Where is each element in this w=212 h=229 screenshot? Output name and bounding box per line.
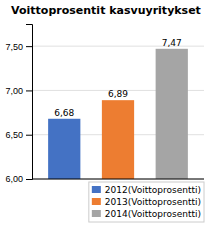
grid — [32, 46, 204, 179]
bar — [102, 100, 134, 179]
plot: 6,00 6,50 7,00 7,50 6,68 6,89 7,47 — [5, 25, 204, 185]
y-tick: 6,00 — [5, 174, 32, 184]
chart: Voittoprosentit kasvuyritykset 6,00 6,50 7,… — [0, 0, 212, 229]
legend-label: 2014(Voittoprosentti) — [105, 209, 201, 219]
y-tick-mark — [26, 90, 32, 91]
legend-item: 2013(Voittoprosentti) — [92, 197, 201, 207]
legend-label: 2013(Voittoprosentti) — [105, 197, 201, 207]
legend-label: 2012(Voittoprosentti) — [105, 185, 201, 195]
data-label: 7,47 — [162, 38, 182, 48]
legend-frame — [89, 182, 204, 222]
y-tick-mark — [26, 46, 32, 47]
x-axis-line — [32, 179, 204, 180]
legend-swatch — [92, 186, 101, 193]
y-tick: 6,50 — [5, 130, 32, 140]
data-label: 6,89 — [108, 89, 128, 99]
y-axis: 6,00 6,50 7,00 7,50 — [5, 25, 32, 185]
data-labels: 6,68 6,89 7,47 — [54, 38, 182, 118]
legend: 2012(Voittoprosentti) 2013(Voittoprosentt… — [89, 182, 204, 222]
data-label: 6,68 — [54, 108, 74, 118]
legend-swatch — [92, 210, 101, 217]
legend-item: 2012(Voittoprosentti) — [92, 185, 201, 195]
bar — [156, 49, 188, 179]
legend-item: 2014(Voittoprosentti) — [92, 209, 201, 219]
y-tick-label: 7,50 — [5, 42, 23, 52]
grid-line — [32, 179, 204, 180]
y-tick-label: 6,00 — [5, 174, 23, 184]
y-tick-label: 7,00 — [5, 86, 23, 96]
y-axis-line — [26, 25, 33, 180]
y-tick-label: 6,50 — [5, 130, 23, 140]
title: Voittoprosentit kasvuyritykset — [11, 4, 201, 17]
y-tick-mark — [26, 179, 32, 180]
bar — [48, 119, 80, 179]
bars — [48, 49, 188, 179]
y-tick: 7,00 — [5, 86, 32, 96]
legend-swatch — [92, 198, 101, 205]
y-tick-mark — [26, 135, 32, 136]
y-tick: 7,50 — [5, 42, 32, 52]
